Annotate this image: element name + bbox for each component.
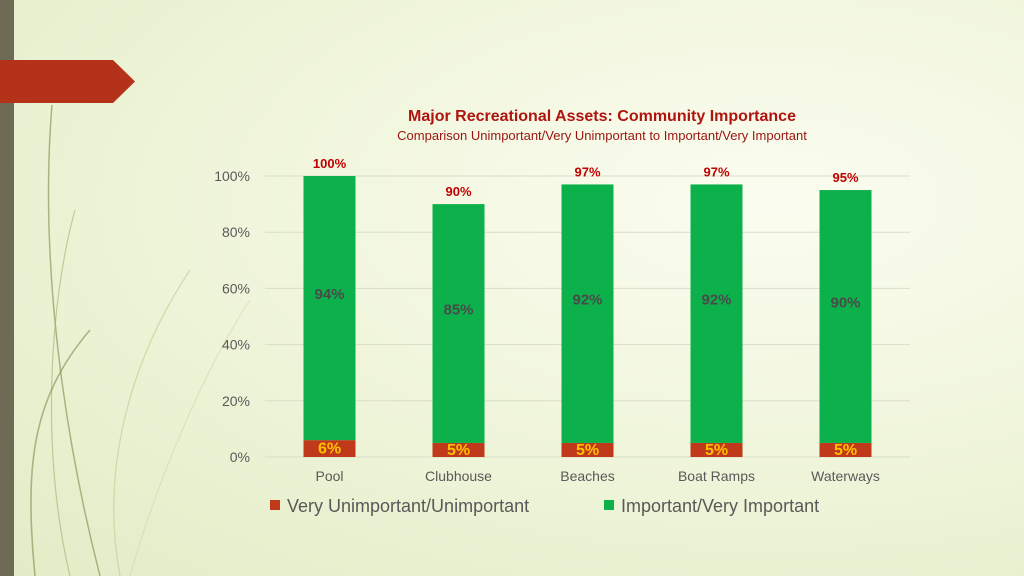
legend: Very Unimportant/Unimportant Important/V… <box>270 496 819 516</box>
bar-very-unimportant <box>432 442 485 457</box>
total-label: 90% <box>445 184 471 199</box>
total-label: 100% <box>313 156 347 171</box>
x-tick-label: Pool <box>315 468 343 484</box>
data-label-very-unimportant: 5% <box>576 442 599 459</box>
data-label-important: 85% <box>443 302 473 319</box>
y-tick-label: 100% <box>214 168 250 184</box>
legend-swatch-very-unimportant <box>270 500 280 510</box>
x-tick-label: Clubhouse <box>425 468 492 484</box>
x-tick-label: Boat Ramps <box>678 468 755 484</box>
data-label-very-unimportant: 5% <box>705 442 728 459</box>
data-label-important: 90% <box>830 295 860 312</box>
y-axis-ticks: 0% 20% 40% 60% 80% 100% <box>214 168 250 465</box>
bar-very-unimportant <box>561 442 614 457</box>
y-tick-label: 60% <box>222 280 250 296</box>
data-label-important: 92% <box>572 292 602 309</box>
left-accent-bar <box>0 0 14 576</box>
y-tick-label: 40% <box>222 337 250 353</box>
bar-important <box>432 204 485 443</box>
chart-subtitle: Comparison Unimportant/Very Unimportant … <box>397 128 807 143</box>
bar-important <box>690 184 743 443</box>
x-axis-ticks: Pool Clubhouse Beaches Boat Ramps Waterways <box>315 468 879 484</box>
total-label: 97% <box>574 164 600 179</box>
legend-label-important: Important/Very Important <box>621 496 819 516</box>
bars: 6% 94% 100% 5% 85% 90% 5% 92% 97% 5% 92% 97% 5% 90% 95… <box>303 156 872 459</box>
data-label-very-unimportant: 6% <box>318 441 341 458</box>
bar-important <box>561 184 614 443</box>
legend-label-very-unimportant: Very Unimportant/Unimportant <box>287 496 529 516</box>
total-label: 97% <box>703 164 729 179</box>
bar-important <box>303 176 356 441</box>
slide-accent-tab <box>0 60 135 103</box>
y-tick-label: 0% <box>230 449 250 465</box>
x-tick-label: Beaches <box>560 468 614 484</box>
total-label: 95% <box>832 170 858 185</box>
data-label-very-unimportant: 5% <box>447 442 470 459</box>
bar-very-unimportant <box>819 442 872 457</box>
legend-swatch-important <box>604 500 614 510</box>
bar-very-unimportant <box>303 440 356 457</box>
bar-important <box>819 190 872 443</box>
x-tick-label: Waterways <box>811 468 880 484</box>
data-label-important: 92% <box>701 292 731 309</box>
bar-very-unimportant <box>690 442 743 457</box>
y-tick-label: 80% <box>222 224 250 240</box>
data-label-important: 94% <box>314 286 344 303</box>
data-label-very-unimportant: 5% <box>834 442 857 459</box>
y-tick-label: 20% <box>222 393 250 409</box>
chart-title: Major Recreational Assets: Community Imp… <box>408 108 796 125</box>
